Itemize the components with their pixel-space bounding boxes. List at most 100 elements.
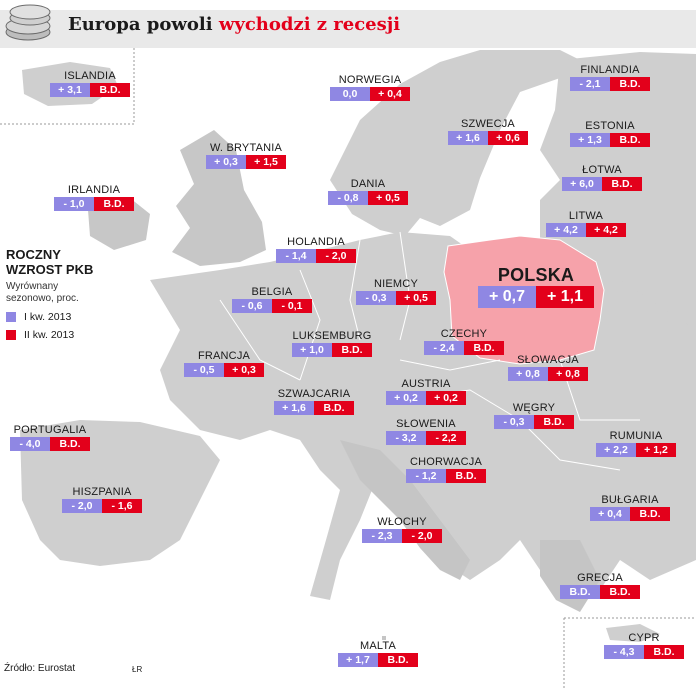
value-q2: B.D. xyxy=(600,585,640,599)
country-name: FINLANDIA xyxy=(580,64,640,76)
country-czechy: CZECHY - 2,4 B.D. xyxy=(424,328,504,355)
country-name: LITWA xyxy=(568,210,604,222)
value-q1: - 1,2 xyxy=(406,469,446,483)
value-q2: B.D. xyxy=(602,177,642,191)
value-q2: B.D. xyxy=(50,437,90,451)
value-q1: - 1,4 xyxy=(276,249,316,263)
country-name: BELGIA xyxy=(251,286,293,298)
country-name: HISZPANIA xyxy=(72,486,132,498)
value-q1: + 0,2 xyxy=(386,391,426,405)
country-name: BUŁGARIA xyxy=(601,494,659,506)
country-belgia: BELGIA - 0,6- 0,1 xyxy=(232,286,312,313)
country-estonia: ESTONIA + 1,3 B.D. xyxy=(570,120,650,147)
value-q1: + 1,7 xyxy=(338,653,378,667)
value-q2: - 2,0 xyxy=(402,529,442,543)
value-q2: + 0,4 xyxy=(370,87,410,101)
value-q2: + 1,2 xyxy=(636,443,676,457)
country-rumunia: RUMUNIA + 2,2 + 1,2 xyxy=(596,430,676,457)
legend-item-q1: I kw. 2013 xyxy=(6,311,96,323)
value-q1: + 1,3 xyxy=(570,133,610,147)
britain-shape xyxy=(172,130,266,266)
value-q1: + 0,3 xyxy=(206,155,246,169)
country-szwajcaria: SZWAJCARIA + 1,6 B.D. xyxy=(274,388,354,415)
legend-item-q2: II kw. 2013 xyxy=(6,329,96,341)
title-red: wychodzi z recesji xyxy=(218,14,401,35)
country-polska: POLSKA + 0,7 + 1,1 xyxy=(478,264,594,308)
value-q1: - 4,0 xyxy=(10,437,50,451)
value-q1: + 0,4 xyxy=(590,507,630,521)
country-name: CZECHY xyxy=(440,328,488,340)
value-q2: B.D. xyxy=(446,469,486,483)
value-q1: + 1,6 xyxy=(274,401,314,415)
value-q2: - 1,6 xyxy=(102,499,142,513)
country-name: DANIA xyxy=(350,178,386,190)
country-chorwacja: CHORWACJA - 1,2 B.D. xyxy=(406,456,486,483)
value-q2: + 4,2 xyxy=(586,223,626,237)
country-name: ISLANDIA xyxy=(64,70,116,82)
value-q2: B.D. xyxy=(610,133,650,147)
value-q1: + 2,2 xyxy=(596,443,636,457)
country-norwegia: NORWEGIA 0,0 + 0,4 xyxy=(330,74,410,101)
country-lotwa: ŁOTWA + 6,0 B.D. xyxy=(562,164,642,191)
country-holandia: HOLANDIA - 1,4- 2,0 xyxy=(276,236,356,263)
source-note: Źródło: Eurostat xyxy=(4,663,76,674)
country-name: CYPR xyxy=(628,632,660,644)
value-q1: - 0,5 xyxy=(184,363,224,377)
country-portugalia: PORTUGALIA - 4,0 B.D. xyxy=(10,424,90,451)
country-name: SZWECJA xyxy=(461,118,515,130)
value-q2: - 0,1 xyxy=(272,299,312,313)
legend: ROCZNY WZROST PKB Wyrównany sezonowo, pr… xyxy=(6,247,96,341)
legend-swatch-q2 xyxy=(6,330,16,340)
value-q1: + 1,6 xyxy=(448,131,488,145)
country-name: PORTUGALIA xyxy=(13,424,87,436)
value-q2: B.D. xyxy=(630,507,670,521)
value-q2: + 0,3 xyxy=(224,363,264,377)
italy-shape xyxy=(340,440,470,580)
value-q2: + 0,5 xyxy=(368,191,408,205)
country-name: NIEMCY xyxy=(374,278,418,290)
legend-subtitle: Wyrównany sezonowo, proc. xyxy=(6,281,79,304)
header-bar xyxy=(0,10,696,48)
country-name: POLSKA xyxy=(497,265,575,285)
value-q1: - 2,4 xyxy=(424,341,464,355)
value-q2: + 0,8 xyxy=(548,367,588,381)
legend-label-q2: II kw. 2013 xyxy=(24,329,75,341)
country-name: CHORWACJA xyxy=(409,456,483,468)
country-name: ŁOTWA xyxy=(582,164,622,176)
value-q2: + 0,6 xyxy=(488,131,528,145)
country-name: NORWEGIA xyxy=(338,74,402,86)
value-q2: B.D. xyxy=(378,653,418,667)
country-name: SŁOWENIA xyxy=(396,418,456,430)
country-luksemburg: LUKSEMBURG + 1,0 B.D. xyxy=(292,330,372,357)
value-q2: B.D. xyxy=(644,645,684,659)
value-q2: B.D. xyxy=(464,341,504,355)
value-q2: B.D. xyxy=(94,197,134,211)
ireland-shape xyxy=(88,198,150,250)
country-slowacja: SŁOWACJA + 0,8 + 0,8 xyxy=(508,354,588,381)
value-q2: + 0,2 xyxy=(426,391,466,405)
iberia-shape xyxy=(20,420,220,566)
value-q2: + 1,1 xyxy=(536,286,594,308)
malta-shape xyxy=(382,636,386,640)
country-cypr: CYPR - 4,3 B.D. xyxy=(604,632,684,659)
country-name: WŁOCHY xyxy=(377,516,427,528)
legend-title-1: ROCZNY xyxy=(6,247,61,262)
value-q2: + 0,5 xyxy=(396,291,436,305)
page-title: Europa powoli wychodzi z recesji xyxy=(68,14,400,35)
country-austria: AUSTRIA + 0,2 + 0,2 xyxy=(386,378,466,405)
country-irlandia: IRLANDIA - 1,0 B.D. xyxy=(54,184,134,211)
legend-swatch-q1 xyxy=(6,312,16,322)
country-name: SŁOWACJA xyxy=(517,354,579,366)
country-francja: FRANCJA - 0,5 + 0,3 xyxy=(184,350,264,377)
value-q2: B.D. xyxy=(534,415,574,429)
country-name: MALTA xyxy=(359,640,397,652)
value-q1: - 1,0 xyxy=(54,197,94,211)
value-q1: + 4,2 xyxy=(546,223,586,237)
country-hiszpania: HISZPANIA - 2,0- 1,6 xyxy=(62,486,142,513)
value-q2: B.D. xyxy=(332,343,372,357)
value-q1: + 6,0 xyxy=(562,177,602,191)
value-q1: B.D. xyxy=(560,585,600,599)
value-q1: - 2,1 xyxy=(570,77,610,91)
country-name: GRECJA xyxy=(577,572,623,584)
